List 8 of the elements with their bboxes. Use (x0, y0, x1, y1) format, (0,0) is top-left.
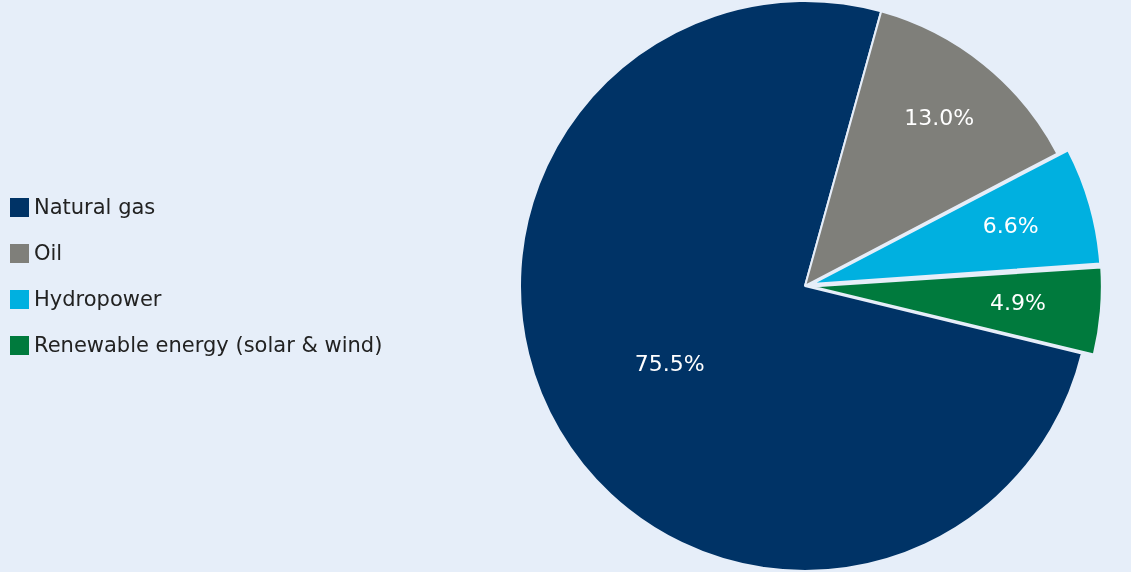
data-label: 6.6% (982, 213, 1039, 239)
data-label: 4.9% (990, 289, 1046, 315)
legend-label: Renewable energy (solar & wind) (34, 333, 383, 357)
legend-label: Oil (34, 241, 63, 265)
data-label: 75.5% (634, 351, 705, 377)
data-label: 13.0% (904, 105, 975, 131)
legend-label: Hydropower (34, 287, 162, 311)
legend-label: Natural gas (34, 195, 156, 219)
